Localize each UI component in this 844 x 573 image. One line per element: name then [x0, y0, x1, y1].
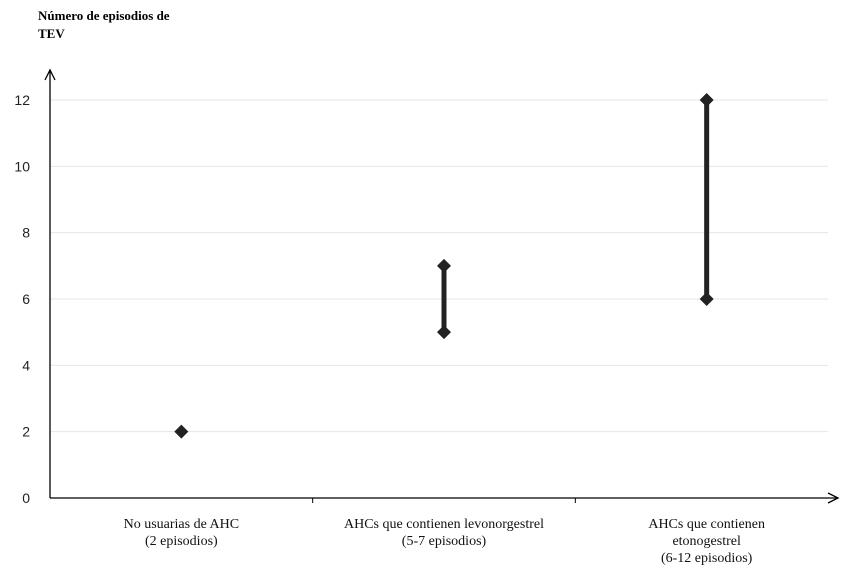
data-point-diamond [437, 258, 451, 273]
data-point-diamond [699, 292, 714, 306]
x-category-separators [312, 498, 576, 503]
x-axis-arrow-icon [827, 492, 840, 504]
y-tick-label: 8 [22, 225, 30, 241]
x-category-label-line: (5-7 episodios) [402, 534, 487, 549]
x-category-label-line: (2 episodios) [145, 534, 218, 549]
y-tick-label: 10 [14, 158, 30, 174]
x-category-label-line: (6-12 episodios) [661, 551, 753, 566]
x-category-label-line: etonogestrel [672, 534, 741, 549]
x-category-label-line: No usuarias de AHC [124, 517, 240, 532]
y-tick-labels: 0 2 4 6 8 10 12 [14, 92, 30, 506]
data-point-diamond [437, 325, 451, 340]
x-category-label-line: AHCs que contienen [648, 517, 765, 532]
x-category-labels: No usuarias de AHC (2 episodios) AHCs que … [124, 517, 765, 566]
axes [44, 68, 840, 504]
y-tick-label: 4 [22, 357, 30, 373]
y-axis-title-line-1: Número de episodios de [38, 8, 170, 23]
data-marks [174, 93, 714, 439]
y-tick-label: 6 [22, 291, 30, 307]
data-point-diamond [174, 424, 189, 439]
y-tick-label: 0 [22, 490, 30, 506]
gridlines [50, 99, 828, 433]
y-tick-label: 2 [22, 424, 30, 440]
x-category-label-line: AHCs que contienen levonorgestrel [344, 517, 544, 532]
y-axis-arrow-icon [44, 68, 56, 81]
y-tick-label: 12 [14, 92, 30, 108]
y-axis-title-line-2: TEV [38, 26, 65, 41]
data-point-diamond [699, 93, 714, 107]
